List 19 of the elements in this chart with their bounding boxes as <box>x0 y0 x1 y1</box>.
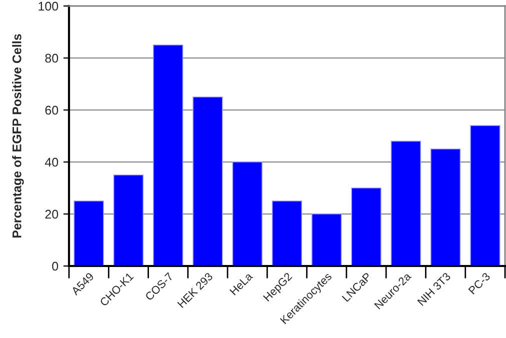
bar <box>232 162 262 266</box>
y-tick-label: 40 <box>44 158 58 167</box>
x-tick-label: NIH 3T3 <box>417 272 451 306</box>
bar <box>74 200 104 266</box>
bar <box>470 125 500 266</box>
bar <box>390 140 421 266</box>
bar <box>192 96 223 266</box>
bar <box>272 200 302 266</box>
bar <box>113 174 144 266</box>
y-tick-label: 60 <box>45 106 58 115</box>
bar <box>351 188 382 266</box>
y-tick-label: 80 <box>45 54 58 63</box>
y-axis-title: Percentage of EGFP Positive Cells <box>12 34 24 238</box>
y-tick-label: 20 <box>45 210 58 219</box>
y-tick-label: 100 <box>38 2 58 11</box>
bar <box>430 148 461 266</box>
y-tick-label: 0 <box>52 262 58 271</box>
bar <box>153 44 184 266</box>
bar <box>312 214 342 266</box>
